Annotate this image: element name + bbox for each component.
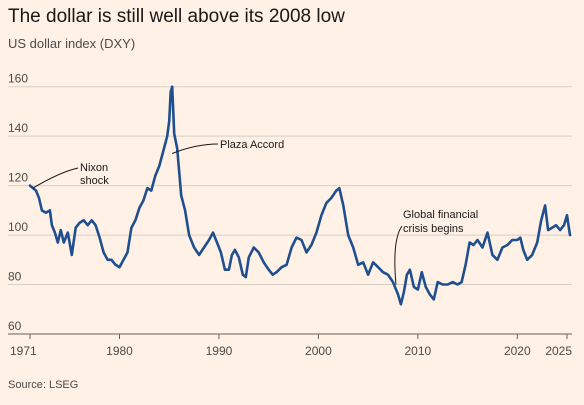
x-axis: 1971 1980 1990 2000 2010 2020 2025 bbox=[10, 334, 572, 358]
y-tick-label: 140 bbox=[8, 121, 28, 135]
annotation-leader bbox=[172, 143, 219, 154]
x-tick-label: 2025 bbox=[545, 344, 572, 358]
gridlines bbox=[8, 86, 572, 335]
y-tick-label: 160 bbox=[8, 72, 28, 86]
y-tick-label: 60 bbox=[8, 319, 22, 333]
annotation-label: shock bbox=[80, 175, 109, 187]
series-line bbox=[28, 85, 572, 306]
annotation-leader bbox=[32, 167, 79, 189]
x-tick-label: 2020 bbox=[504, 344, 531, 358]
annotation-leader bbox=[394, 225, 403, 285]
annotation-label: Plaza Accord bbox=[220, 139, 284, 151]
chart-title: The dollar is still well above its 2008 … bbox=[8, 6, 345, 27]
annotation-label: Nixon bbox=[80, 162, 108, 174]
y-tick-label: 80 bbox=[8, 270, 22, 284]
x-tick-label: 2000 bbox=[305, 344, 332, 358]
chart-subtitle: US dollar index (DXY) bbox=[8, 36, 135, 51]
y-tick-label: 120 bbox=[8, 171, 28, 185]
y-axis: 60 80 100 120 140 160 bbox=[8, 72, 28, 333]
y-tick-label: 100 bbox=[8, 220, 28, 234]
annotation-label: Global financial bbox=[403, 209, 478, 221]
x-tick-label: 1980 bbox=[106, 344, 133, 358]
annotation-label: crisis begins bbox=[403, 223, 464, 235]
x-tick-label: 1971 bbox=[10, 344, 37, 358]
x-tick-label: 1990 bbox=[206, 344, 233, 358]
series-layer bbox=[28, 85, 572, 306]
x-tick-label: 2010 bbox=[405, 344, 432, 358]
source-note: Source: LSEG bbox=[8, 379, 78, 391]
